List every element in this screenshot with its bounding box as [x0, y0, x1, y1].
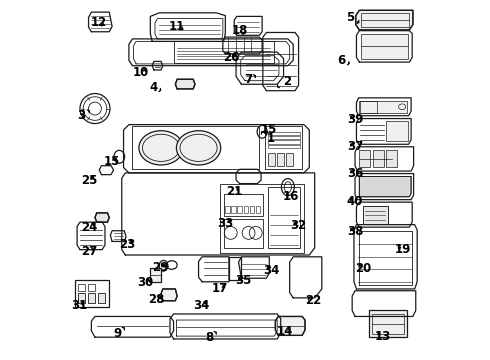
Bar	[78, 284, 85, 291]
Bar	[373, 150, 384, 167]
Text: 15: 15	[104, 155, 121, 168]
Text: 22: 22	[305, 294, 321, 307]
Text: 31: 31	[71, 299, 87, 312]
Text: 34: 34	[193, 299, 210, 312]
Bar	[231, 206, 236, 213]
Text: 8: 8	[205, 332, 216, 345]
Bar	[277, 153, 284, 166]
Text: 38: 38	[347, 225, 363, 238]
Bar	[361, 33, 408, 59]
Bar	[78, 293, 85, 303]
Text: 39: 39	[347, 113, 363, 126]
Text: 16: 16	[283, 190, 299, 203]
Bar	[88, 293, 95, 303]
Text: 9: 9	[113, 327, 124, 340]
Bar	[286, 153, 293, 166]
Bar	[238, 206, 242, 213]
Polygon shape	[175, 79, 195, 89]
Text: 7: 7	[245, 73, 255, 86]
Bar	[225, 206, 230, 213]
Bar	[268, 132, 300, 135]
Text: 21: 21	[226, 185, 243, 198]
Polygon shape	[95, 213, 109, 222]
Text: 1: 1	[261, 131, 275, 145]
Bar	[244, 206, 248, 213]
Bar	[223, 194, 263, 216]
Text: 19: 19	[395, 243, 411, 256]
Text: 23: 23	[119, 238, 135, 251]
Text: 20: 20	[355, 262, 372, 275]
Text: 10: 10	[133, 66, 149, 79]
Text: 14: 14	[277, 325, 294, 338]
Text: 5: 5	[346, 11, 359, 24]
Text: 11: 11	[169, 20, 185, 33]
Ellipse shape	[139, 131, 183, 165]
Bar	[361, 13, 409, 27]
Text: 30: 30	[137, 276, 153, 289]
Text: 24: 24	[81, 221, 97, 234]
Text: 4: 4	[150, 81, 161, 94]
Text: 12: 12	[91, 16, 107, 29]
Text: 32: 32	[291, 219, 307, 232]
Bar	[98, 293, 105, 303]
Text: 33: 33	[217, 217, 233, 230]
Bar	[359, 101, 377, 113]
Ellipse shape	[176, 131, 220, 165]
Text: 34: 34	[264, 264, 280, 276]
Bar	[268, 187, 300, 248]
Bar	[268, 136, 300, 139]
Bar	[256, 206, 260, 213]
Bar	[360, 101, 407, 113]
Bar	[223, 219, 263, 248]
Text: 15: 15	[260, 123, 277, 136]
Polygon shape	[356, 10, 413, 30]
Polygon shape	[363, 206, 388, 224]
Text: 37: 37	[347, 140, 363, 153]
Polygon shape	[161, 289, 177, 301]
Bar	[88, 284, 95, 291]
Text: 13: 13	[374, 330, 391, 343]
Text: 29: 29	[152, 261, 168, 274]
Bar	[268, 145, 300, 148]
Text: 17: 17	[212, 283, 228, 296]
Bar	[268, 140, 300, 144]
Bar	[249, 206, 254, 213]
Bar	[369, 310, 407, 337]
Bar	[150, 267, 161, 282]
Bar	[386, 121, 408, 141]
Bar	[359, 150, 370, 167]
Bar	[75, 280, 109, 307]
Text: 26: 26	[223, 51, 240, 64]
Text: 40: 40	[347, 195, 363, 208]
Text: 36: 36	[347, 167, 363, 180]
Text: 2: 2	[277, 75, 291, 88]
Bar	[372, 314, 404, 334]
Text: 35: 35	[235, 274, 251, 287]
Text: 6: 6	[337, 54, 349, 67]
Bar	[387, 150, 397, 167]
Text: 28: 28	[148, 293, 165, 306]
Text: 25: 25	[81, 174, 97, 186]
Bar	[268, 153, 275, 166]
Polygon shape	[275, 316, 305, 336]
Polygon shape	[359, 176, 411, 197]
Text: 27: 27	[81, 245, 97, 258]
Text: 18: 18	[232, 24, 248, 37]
Text: 3: 3	[78, 109, 89, 122]
